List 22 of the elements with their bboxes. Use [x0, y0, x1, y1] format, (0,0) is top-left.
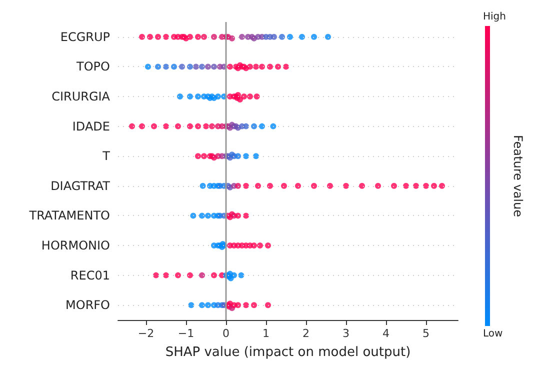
y-tick-label: T [102, 149, 111, 164]
y-tick-label: ECGRUP [60, 30, 110, 44]
x-tick-label: 5 [422, 327, 430, 340]
x-tick-label: 4 [382, 327, 390, 340]
x-tick-label: 3 [342, 327, 350, 340]
x-tick-label: 2 [302, 327, 310, 340]
y-tick-label: CIRURGIA [52, 90, 111, 104]
x-tick-label: −1 [178, 327, 194, 340]
y-tick-label: MORFO [66, 298, 110, 312]
y-tick-label: HORMONIO [41, 238, 110, 252]
text: Low [483, 328, 503, 340]
color-bar-title: Feature value [511, 135, 525, 217]
x-tick-label: 1 [262, 327, 270, 340]
y-tick-label: DIAGTRAT [50, 178, 111, 193]
y-tick-label: TOPO [76, 60, 110, 74]
y-tick-label: IDADE [72, 119, 110, 134]
x-tick-label: −2 [138, 327, 154, 340]
x-tick-label: 0 [222, 327, 230, 340]
x-axis-title: SHAP value (impact on model output) [165, 345, 411, 360]
text: High [483, 12, 506, 22]
y-tick-label: REC01 [70, 268, 110, 282]
y-tick-label: TRATAMENTO [28, 208, 110, 223]
